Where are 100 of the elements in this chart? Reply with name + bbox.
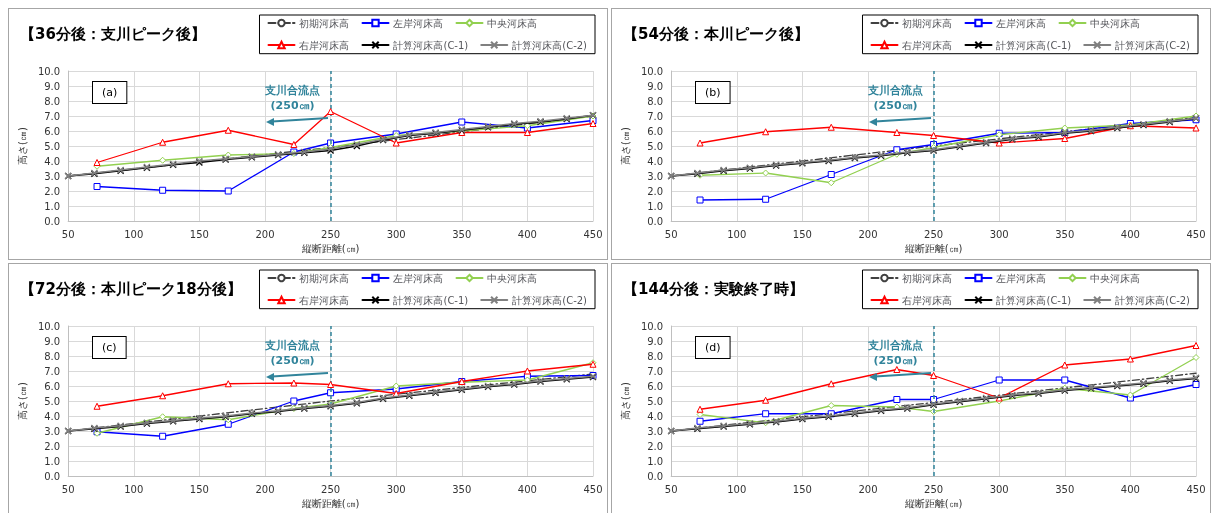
y-tick-label: 4.0: [44, 410, 61, 422]
y-tick-label: 7.0: [44, 365, 61, 377]
legend-label: 中央河床高: [487, 272, 538, 284]
y-tick-label: 9.0: [44, 80, 61, 92]
legend-label: 左岸河床高: [393, 272, 444, 284]
chart-title: 【144分後：実験終了時】: [623, 279, 805, 298]
y-tick-label: 0.0: [647, 215, 664, 227]
y-tick-label: 2.0: [647, 185, 664, 197]
y-tick-label: 4.0: [647, 410, 664, 422]
y-axis-title: 高さ(㎝): [16, 127, 28, 165]
y-tick-label: 2.0: [44, 185, 61, 197]
x-tick-label: 50: [61, 483, 75, 495]
legend-label: 中央河床高: [1090, 272, 1141, 284]
y-tick-label: 0.0: [44, 470, 61, 482]
y-tick-label: 3.0: [647, 425, 664, 437]
y-tick-label: 7.0: [647, 365, 664, 377]
legend-label: 左岸河床高: [996, 17, 1047, 29]
x-tick-label: 300: [989, 228, 1009, 240]
legend-label: 計算河床高(C-1): [393, 39, 469, 51]
x-tick-label: 300: [386, 483, 406, 495]
x-tick-label: 250: [924, 483, 944, 495]
legend-label: 初期河床高: [902, 272, 953, 284]
ref-line-label: 支川合流点 (250㎝): [264, 339, 321, 367]
ref-line-label: 支川合流点 (250㎝): [264, 84, 321, 112]
x-axis-title: 縦断距離(㎝): [300, 243, 360, 255]
x-tick-label: 200: [255, 228, 275, 240]
ref-line-label: 支川合流点 (250㎝): [867, 84, 924, 112]
y-tick-label: 8.0: [647, 350, 664, 362]
y-tick-label: 2.0: [647, 440, 664, 452]
x-tick-label: 400: [1120, 228, 1140, 240]
annotation: (c): [102, 341, 117, 354]
x-tick-label: 50: [61, 228, 75, 240]
x-axis-title: 縦断距離(㎝): [300, 498, 360, 510]
y-tick-label: 7.0: [44, 110, 61, 122]
annotation: (a): [102, 86, 118, 99]
annotation: (d): [705, 341, 721, 354]
legend-label: 計算河床高(C-2): [1115, 294, 1191, 306]
y-tick-label: 9.0: [647, 80, 664, 92]
legend-label: 計算河床高(C-2): [512, 294, 588, 306]
chart-title: 【36分後：支川ピーク後】: [20, 24, 206, 43]
chart-title: 【72分後：本川ピーク18分後】: [20, 279, 242, 298]
x-tick-label: 250: [321, 228, 341, 240]
legend-label: 初期河床高: [299, 272, 350, 284]
y-tick-label: 4.0: [44, 155, 61, 167]
y-tick-label: 6.0: [44, 125, 61, 137]
y-tick-label: 10.0: [640, 65, 664, 77]
x-tick-label: 450: [1186, 228, 1206, 240]
x-tick-label: 150: [792, 483, 812, 495]
x-tick-label: 100: [727, 228, 747, 240]
x-tick-label: 50: [664, 228, 678, 240]
y-tick-label: 5.0: [647, 140, 664, 152]
y-tick-label: 10.0: [640, 320, 664, 332]
x-tick-label: 200: [858, 228, 878, 240]
x-tick-label: 150: [189, 483, 209, 495]
legend-label: 初期河床高: [299, 17, 350, 29]
y-tick-label: 10.0: [37, 65, 61, 77]
x-tick-label: 450: [1186, 483, 1206, 495]
legend-label: 計算河床高(C-2): [1115, 39, 1191, 51]
y-tick-label: 3.0: [44, 425, 61, 437]
y-tick-label: 1.0: [44, 200, 61, 212]
legend-label: 初期河床高: [902, 17, 953, 29]
y-tick-label: 0.0: [647, 470, 664, 482]
legend-label: 右岸河床高: [299, 39, 350, 51]
y-tick-label: 6.0: [44, 380, 61, 392]
x-tick-label: 250: [321, 483, 341, 495]
x-tick-label: 450: [583, 228, 603, 240]
x-tick-label: 400: [517, 228, 537, 240]
y-tick-label: 3.0: [44, 170, 61, 182]
x-tick-label: 350: [452, 483, 472, 495]
y-tick-label: 7.0: [647, 110, 664, 122]
ref-line-label: 支川合流点 (250㎝): [867, 339, 924, 367]
x-axis-title: 縦断距離(㎝): [903, 243, 963, 255]
x-tick-label: 200: [858, 483, 878, 495]
y-tick-label: 0.0: [44, 215, 61, 227]
y-tick-label: 5.0: [44, 395, 61, 407]
x-tick-label: 200: [255, 483, 275, 495]
y-tick-label: 8.0: [647, 95, 664, 107]
annotation: (b): [705, 86, 721, 99]
x-tick-label: 300: [989, 483, 1009, 495]
y-axis-title: 高さ(㎝): [16, 382, 28, 420]
y-tick-label: 9.0: [44, 335, 61, 347]
y-axis-title: 高さ(㎝): [619, 127, 631, 165]
x-tick-label: 100: [727, 483, 747, 495]
y-tick-label: 5.0: [44, 140, 61, 152]
legend-label: 計算河床高(C-1): [393, 294, 469, 306]
y-tick-label: 1.0: [647, 455, 664, 467]
x-tick-label: 50: [664, 483, 678, 495]
x-tick-label: 350: [1055, 483, 1075, 495]
y-axis-title: 高さ(㎝): [619, 382, 631, 420]
x-axis-title: 縦断距離(㎝): [903, 498, 963, 510]
x-tick-label: 350: [452, 228, 472, 240]
legend-label: 計算河床高(C-1): [996, 39, 1072, 51]
x-tick-label: 100: [124, 228, 144, 240]
x-tick-label: 300: [386, 228, 406, 240]
x-tick-label: 350: [1055, 228, 1075, 240]
y-tick-label: 3.0: [647, 170, 664, 182]
legend-label: 左岸河床高: [996, 272, 1047, 284]
legend-label: 計算河床高(C-2): [512, 39, 588, 51]
x-tick-label: 150: [792, 228, 812, 240]
x-tick-label: 100: [124, 483, 144, 495]
